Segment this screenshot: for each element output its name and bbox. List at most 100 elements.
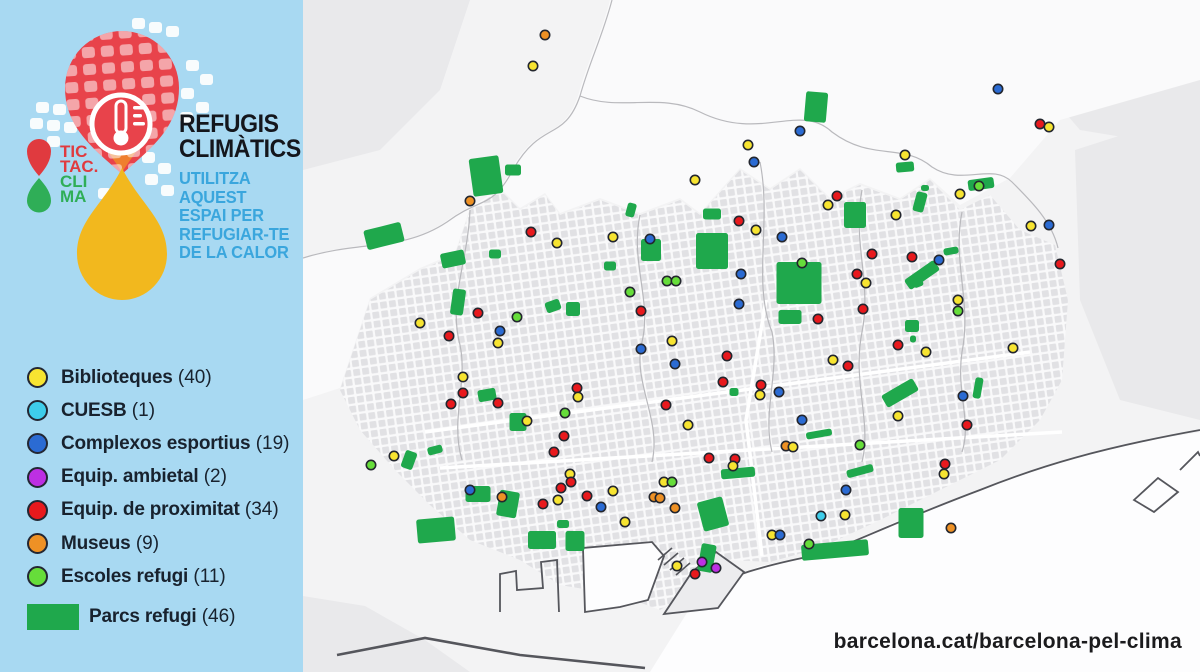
park-area (509, 413, 527, 431)
marker-equip-proximitat (755, 379, 767, 391)
title-line: CLIMÀTICS (179, 135, 301, 163)
marker-complex-esportiu (840, 484, 852, 496)
marker-biblioteca (787, 441, 799, 453)
park-area (400, 450, 418, 470)
marker-biblioteca (727, 460, 739, 472)
marker-equip-proximitat (857, 303, 869, 315)
park-area (803, 91, 829, 123)
legend-item-cuesb: CUESB (1) (27, 394, 297, 427)
marker-biblioteca (890, 209, 902, 221)
marker-equip-proximitat (445, 398, 457, 410)
legend-count: (9) (135, 532, 160, 554)
marker-equip-proximitat (537, 498, 549, 510)
barcelona-map: barcelona.cat/barcelona-pel-clima (303, 0, 1200, 672)
coastline-and-port (336, 429, 1200, 670)
legend-count: (2) (203, 466, 227, 488)
marker-biblioteca (671, 560, 683, 572)
legend-item-equip-proximitat: Equip. de proximitat (34) (27, 494, 297, 527)
marker-biblioteca (754, 389, 766, 401)
subtitle: UTILITZA AQUEST ESPAI PER REFUGIAR-TE DE… (179, 169, 306, 262)
marker-complex-esportiu (957, 390, 969, 402)
refugis-climatics-logo: TIC TAC. CLI MA (27, 18, 213, 300)
marker-museu (945, 522, 957, 534)
park-area (898, 508, 924, 538)
marker-equip-proximitat (457, 387, 469, 399)
legend-item-escoles-refugi: Escoles refugi (11) (27, 560, 297, 593)
marker-biblioteca (954, 188, 966, 200)
marker-equip-proximitat (831, 190, 843, 202)
marker-equip-proximitat (939, 458, 951, 470)
park-area (450, 288, 466, 316)
marker-complex-esportiu (773, 386, 785, 398)
marker-biblioteca (619, 516, 631, 528)
marker-complex-esportiu (794, 125, 806, 137)
marker-complex-esportiu (494, 325, 506, 337)
marker-biblioteca (552, 494, 564, 506)
legend-count: (1) (131, 399, 156, 421)
marker-biblioteca (572, 391, 584, 403)
marker-biblioteca (527, 60, 539, 72)
city-blocks (340, 170, 1068, 610)
marker-complex-esportiu (733, 298, 745, 310)
marker-biblioteca (551, 237, 563, 249)
marker-escola-refugi (796, 257, 808, 269)
parks-layer (363, 91, 995, 573)
marker-equip-proximitat (558, 430, 570, 442)
marker-equip-proximitat (961, 419, 973, 431)
marker-biblioteca (689, 174, 701, 186)
marker-complex-esportiu (796, 414, 808, 426)
marker-equip-proximitat (443, 330, 455, 342)
subtitle-line: AQUEST (179, 186, 247, 207)
tictac-line: TIC (60, 142, 87, 161)
marker-equip-proximitat (866, 248, 878, 260)
marker-museu (654, 492, 666, 504)
url-caption: barcelona.cat/barcelona-pel-clima (834, 630, 1182, 653)
park-area (776, 262, 822, 304)
marker-biblioteca (1025, 220, 1037, 232)
legend-label: Complexos esportius (61, 432, 251, 454)
park-area (625, 202, 637, 218)
water-drop-icon (77, 168, 167, 300)
marker-escola-refugi (511, 311, 523, 323)
marker-complex-esportiu (635, 343, 647, 355)
tictac-clima-logo: TIC TAC. CLI MA (27, 139, 98, 213)
marker-biblioteca (414, 317, 426, 329)
marker-escola-refugi (365, 459, 377, 471)
marker-biblioteca (607, 231, 619, 243)
marker-biblioteca (952, 294, 964, 306)
park-area (912, 278, 924, 288)
park-area (544, 298, 562, 314)
marker-biblioteca (860, 277, 872, 289)
legend-swatch-circle (27, 533, 48, 555)
park-area (910, 335, 916, 343)
park-area (477, 387, 497, 403)
title-line: REFUGIS (179, 110, 279, 138)
marker-equip-ambietal (696, 556, 708, 568)
marker-complex-esportiu (992, 83, 1004, 95)
park-area (912, 191, 928, 213)
marker-escola-refugi (854, 439, 866, 451)
legend-label: Museus (61, 532, 131, 554)
park-area (895, 161, 915, 173)
marker-cuesb (815, 510, 827, 522)
left-info-panel: TIC TAC. CLI MA REFUGIS CLIMÀTICS UTILIT… (0, 0, 303, 672)
marker-equip-proximitat (548, 446, 560, 458)
park-area (881, 378, 919, 408)
marker-equip-proximitat (851, 268, 863, 280)
park-area (801, 539, 869, 561)
park-area (604, 261, 616, 271)
subtitle-line: REFUGIAR-TE (179, 223, 290, 244)
marker-biblioteca (938, 468, 950, 480)
marker-escola-refugi (670, 275, 682, 287)
legend-swatch-circle (27, 433, 48, 455)
marker-equip-proximitat (525, 226, 537, 238)
park-area (844, 202, 866, 228)
park-area (697, 496, 729, 532)
marker-biblioteca (1043, 121, 1055, 133)
page-title: REFUGIS CLIMÀTICS (179, 110, 301, 163)
marker-museu (464, 195, 476, 207)
marker-biblioteca (920, 346, 932, 358)
marker-equip-proximitat (1034, 118, 1046, 130)
park-area (565, 531, 585, 551)
legend-count: (19) (255, 432, 290, 454)
